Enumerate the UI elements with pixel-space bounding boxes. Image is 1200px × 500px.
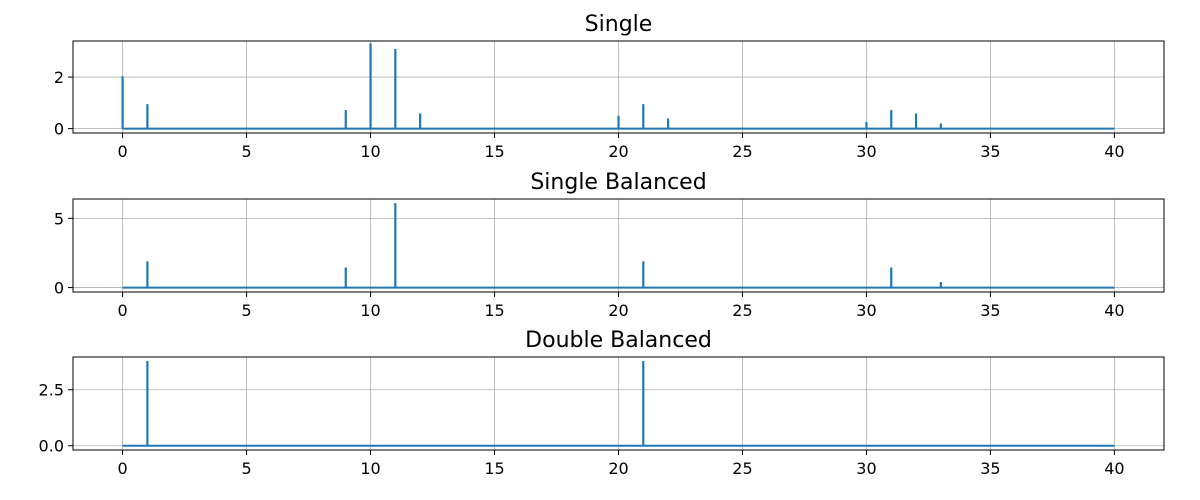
x-tick-label: 30 [856,142,876,161]
y-tick-label: 0.0 [39,437,64,456]
x-tick-label: 0 [117,301,127,320]
x-tick-label: 25 [732,142,752,161]
subplot-3: Double Balanced 0 5 10 15 20 25 30 35 40 0.0 2.5 [39,328,1165,478]
x-tick-label: 0 [117,459,127,478]
x-tick-label: 35 [980,459,1000,478]
y-tick-label: 0 [54,120,64,139]
x-tick-label: 20 [608,142,628,161]
y-tick-label: 0 [54,279,64,298]
x-tick-label: 40 [1104,142,1124,161]
x-tick-label: 10 [360,142,380,161]
y-tick-label: 2.5 [39,381,64,400]
x-tick-label: 10 [360,459,380,478]
x-tick-label: 20 [608,301,628,320]
y-tick-label: 2 [54,68,64,87]
x-tick-label: 35 [980,142,1000,161]
x-tick-label: 5 [241,142,251,161]
x-tick-label: 30 [856,301,876,320]
x-tick-label: 15 [484,459,504,478]
subplot-title: Single [585,12,653,37]
x-tick-label: 40 [1104,459,1124,478]
x-tick-label: 15 [484,301,504,320]
x-tick-label: 35 [980,301,1000,320]
x-tick-label: 25 [732,301,752,320]
subplot-2: Single Balanced 0 5 10 15 20 25 30 35 40 0 5 [54,170,1165,320]
x-tick-label: 15 [484,142,504,161]
x-tick-label: 20 [608,459,628,478]
subplot-title: Single Balanced [530,170,706,195]
x-tick-label: 30 [856,459,876,478]
x-tick-label: 5 [241,301,251,320]
subplot-1: Single 0 5 10 15 20 25 30 35 40 0 2 [54,12,1165,161]
x-tick-label: 10 [360,301,380,320]
y-tick-label: 5 [54,209,64,228]
subplot-title: Double Balanced [525,328,712,353]
x-tick-label: 25 [732,459,752,478]
x-tick-label: 40 [1104,301,1124,320]
x-tick-label: 5 [241,459,251,478]
x-tick-label: 0 [117,142,127,161]
